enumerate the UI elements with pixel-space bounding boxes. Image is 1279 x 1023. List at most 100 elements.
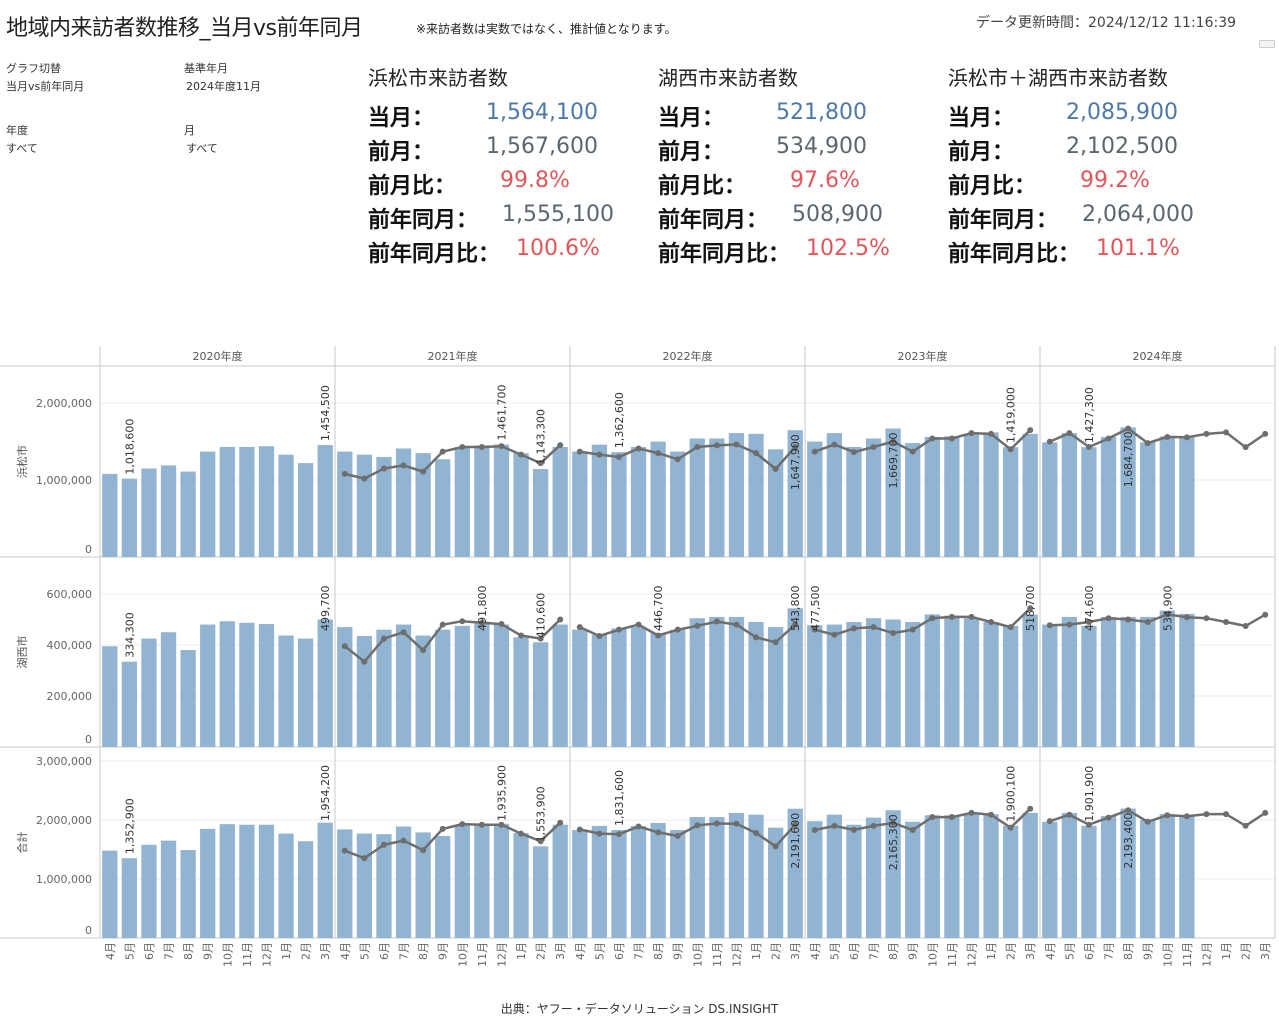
month-dropdown[interactable]: すべて bbox=[186, 142, 218, 155]
previous-year-point bbox=[1085, 619, 1092, 626]
previous-year-point bbox=[1027, 427, 1034, 434]
previous-year-point bbox=[1164, 433, 1171, 440]
previous-year-point bbox=[380, 635, 387, 642]
bar bbox=[983, 814, 999, 938]
bar bbox=[454, 825, 470, 938]
kpi-value: 99.2% bbox=[1080, 168, 1150, 193]
bar bbox=[1042, 624, 1058, 747]
previous-year-point bbox=[674, 626, 681, 633]
x-tick-label: 4月 bbox=[104, 942, 117, 960]
row-label: 合計 bbox=[15, 832, 29, 854]
bar bbox=[200, 828, 216, 938]
previous-year-point bbox=[400, 629, 407, 636]
bar bbox=[787, 808, 803, 938]
kpi-label: 前月： bbox=[368, 140, 435, 165]
kpi-value: 101.1% bbox=[1096, 236, 1180, 261]
x-tick-label: 9月 bbox=[437, 942, 450, 960]
previous-year-point bbox=[420, 847, 427, 854]
bar bbox=[513, 832, 529, 938]
data-label: 1,362,600 bbox=[613, 392, 626, 448]
bar bbox=[1159, 610, 1175, 747]
bar bbox=[748, 433, 764, 557]
bar bbox=[258, 446, 275, 557]
bar bbox=[1179, 436, 1195, 557]
x-tick-label: 7月 bbox=[398, 942, 411, 960]
data-label: 334,300 bbox=[123, 612, 136, 658]
previous-year-line bbox=[579, 822, 797, 848]
row-label: 湖西市 bbox=[15, 636, 29, 669]
bar bbox=[865, 438, 882, 557]
previous-year-point bbox=[1046, 818, 1053, 825]
bar bbox=[983, 622, 999, 747]
previous-year-point bbox=[1242, 822, 1249, 829]
bar bbox=[905, 622, 921, 747]
row-label: 浜松市 bbox=[15, 445, 29, 478]
bar bbox=[1100, 815, 1117, 938]
bar bbox=[297, 463, 314, 557]
bar bbox=[865, 618, 882, 747]
bar bbox=[591, 634, 608, 747]
previous-year-point bbox=[400, 837, 407, 844]
bar bbox=[689, 817, 705, 938]
y-tick-label: 600,000 bbox=[47, 588, 93, 601]
bar bbox=[846, 622, 862, 747]
bar bbox=[1100, 616, 1117, 747]
bar bbox=[435, 835, 451, 938]
data-label: 1,427,300 bbox=[1083, 387, 1096, 443]
kpi-value: 100.6% bbox=[516, 236, 600, 261]
bar bbox=[532, 846, 549, 938]
bar bbox=[493, 624, 510, 747]
x-tick-label: 10月 bbox=[221, 942, 234, 967]
previous-year-point bbox=[909, 448, 916, 455]
base-month-dropdown[interactable]: 2024年度11月 bbox=[186, 80, 261, 93]
bar bbox=[944, 815, 960, 938]
bar bbox=[572, 451, 588, 557]
bar bbox=[258, 624, 275, 747]
previous-year-point bbox=[498, 621, 505, 628]
previous-year-point bbox=[596, 830, 603, 837]
x-tick-label: 8月 bbox=[1122, 942, 1135, 960]
previous-year-point bbox=[576, 826, 583, 833]
bar bbox=[1120, 427, 1136, 557]
kpi-last-year: 前年同月： 2,064,000 bbox=[948, 198, 1228, 233]
bar bbox=[1042, 442, 1058, 557]
previous-year-point bbox=[557, 442, 564, 449]
x-tick-label: 11月 bbox=[476, 942, 489, 967]
bar bbox=[572, 830, 588, 938]
bar bbox=[1002, 625, 1019, 747]
kpi-previous-month: 前月： 534,900 bbox=[658, 130, 938, 165]
kpi-value: 102.5% bbox=[806, 236, 890, 261]
kpi-value: 2,064,000 bbox=[1082, 202, 1194, 227]
previous-year-point bbox=[1046, 622, 1053, 629]
previous-year-point bbox=[615, 831, 622, 838]
previous-year-point bbox=[380, 841, 387, 848]
graph-switch-dropdown[interactable]: 当月vs前年同月 bbox=[6, 80, 85, 93]
data-label: 1,831,600 bbox=[613, 770, 626, 826]
kpi-value: 2,085,900 bbox=[1066, 100, 1178, 125]
x-tick-label: 12月 bbox=[965, 942, 978, 967]
bar bbox=[121, 661, 138, 747]
x-tick-label: 7月 bbox=[633, 942, 646, 960]
bar bbox=[826, 624, 843, 747]
bar bbox=[1081, 825, 1097, 938]
previous-year-line bbox=[344, 618, 562, 664]
previous-year-point bbox=[635, 445, 642, 452]
kpi-value: 508,900 bbox=[792, 202, 883, 227]
bar bbox=[1140, 616, 1156, 747]
base-month-label: 基準年月 bbox=[184, 62, 228, 75]
bar bbox=[767, 827, 784, 938]
data-label: 1,935,900 bbox=[495, 765, 508, 821]
bar bbox=[1140, 820, 1156, 938]
previous-year-point bbox=[948, 435, 955, 442]
previous-year-point bbox=[850, 625, 857, 632]
fiscal-year-dropdown[interactable]: すべて bbox=[6, 142, 38, 155]
kpi-mom-ratio: 前月比： 99.2% bbox=[948, 164, 1228, 199]
x-tick-label: 10月 bbox=[456, 942, 469, 967]
scroll-handle[interactable] bbox=[1259, 40, 1275, 48]
estimate-note: ※来訪者数は実数ではなく、推計値となります。 bbox=[416, 22, 677, 36]
x-tick-label: 12月 bbox=[1200, 942, 1213, 967]
bar bbox=[670, 629, 686, 747]
kpi-value: 2,102,500 bbox=[1066, 134, 1178, 159]
bar bbox=[924, 614, 940, 747]
bar bbox=[748, 814, 764, 938]
